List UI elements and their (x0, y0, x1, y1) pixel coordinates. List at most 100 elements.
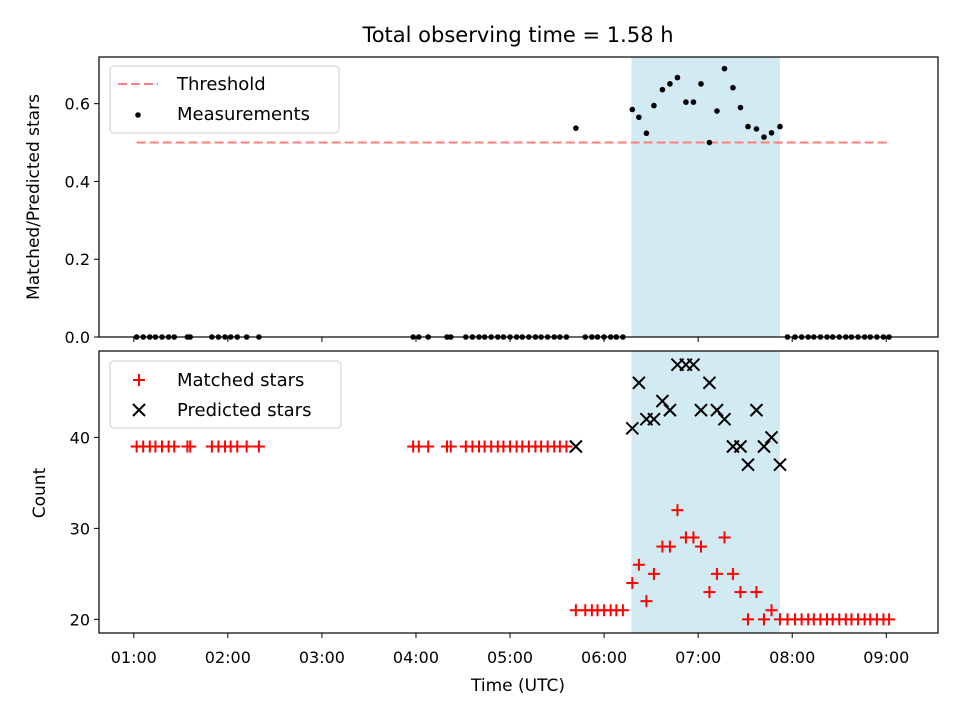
predicted-star-point (773, 458, 787, 472)
measurement-point (753, 126, 760, 132)
bottom-panel: 20 30 40 01:00 02:00 03:00 04:00 05:00 06:00 07:… (30, 350, 939, 667)
matched-star-point (252, 440, 265, 453)
top-legend: Threshold Measurements (109, 65, 340, 134)
predicted-star-point (663, 403, 677, 417)
measurement-point (636, 114, 642, 121)
matched-star-point (757, 613, 770, 626)
legend-threshold-label: Threshold (176, 74, 266, 95)
measurement-point (667, 81, 673, 87)
top-legend-box (109, 65, 340, 134)
y-tick-label: 0.6 (65, 95, 90, 114)
matched-star-point (184, 440, 197, 453)
x-tick-label: 08:00 (769, 648, 815, 667)
y-tick-label: 0.0 (65, 328, 90, 347)
measurement-point (761, 134, 767, 140)
matched-star-point (647, 567, 660, 580)
predicted-star-point (717, 412, 732, 426)
matched-star-point (168, 440, 181, 453)
matched-star-point (734, 586, 747, 599)
y-tick-label: 40 (70, 428, 90, 447)
predicted-star-point (710, 403, 724, 417)
legend-predicted-swatch (132, 403, 146, 417)
y-tick-label: 30 (70, 519, 90, 538)
matched-stars-points (130, 440, 896, 626)
matched-star-point (616, 604, 629, 617)
top-y-ticks: 0.0 0.2 0.4 0.6 (65, 95, 99, 347)
matched-star-point (240, 440, 253, 453)
measurement-point (573, 125, 579, 131)
x-tick-label: 02:00 (205, 648, 251, 667)
predicted-star-point (757, 439, 771, 454)
measurement-point (706, 139, 713, 146)
matched-star-point (694, 540, 707, 553)
x-axis-label: Time (UTC) (470, 676, 565, 696)
predicted-star-point (625, 421, 640, 436)
measurement-point (690, 99, 697, 105)
legend-matched-swatch (133, 374, 145, 386)
x-tick-label: 06:00 (581, 648, 627, 667)
bottom-y-axis-label: Count (30, 467, 50, 518)
top-panel: 0.0 0.2 0.4 0.6 Matched/Predicted stars Thr… (24, 56, 939, 347)
measurement-point (651, 102, 657, 109)
matched-star-point (883, 613, 896, 626)
matched-star-point (742, 613, 755, 626)
predicted-star-point (632, 376, 646, 390)
bottom-legend-box (109, 360, 342, 429)
x-tick-label: 07:00 (675, 648, 721, 667)
measurement-point (674, 74, 681, 81)
measurement-point (629, 106, 636, 113)
top-y-axis-label: Matched/Predicted stars (24, 94, 44, 300)
top-axes-frame (98, 56, 939, 338)
matched-star-point (663, 540, 676, 553)
chart-title: Total observing time = 1.58 h (361, 23, 673, 47)
matched-star-point (765, 604, 778, 617)
x-tick-label: 01:00 (111, 648, 157, 667)
x-tick-label: 09:00 (863, 648, 909, 667)
bottom-y-ticks: 20 30 40 (70, 428, 99, 629)
predicted-star-point (694, 403, 708, 417)
measurement-point (777, 123, 783, 130)
measurement-point (721, 65, 728, 72)
matched-star-point (687, 531, 700, 544)
x-tick-label: 05:00 (487, 648, 533, 667)
measurement-point (737, 104, 744, 111)
matched-star-point (640, 595, 653, 608)
matched-star-point (718, 531, 731, 544)
matched-star-point (444, 440, 457, 453)
measurement-point (730, 84, 736, 91)
matched-star-point (632, 558, 645, 571)
legend-measurements-label: Measurements (177, 104, 310, 125)
matched-star-point (710, 567, 723, 580)
measurement-point (683, 99, 689, 105)
x-tick-label: 03:00 (299, 648, 345, 667)
matched-star-point (422, 440, 435, 453)
measurement-point (768, 130, 775, 136)
matched-star-point (626, 576, 639, 589)
top-highlight-span (631, 57, 780, 337)
y-tick-label: 20 (70, 610, 90, 629)
predicted-star-point (702, 376, 717, 390)
measurement-point (659, 86, 666, 93)
predicted-star-point (686, 357, 701, 372)
matched-star-point (726, 567, 739, 580)
legend-predicted-label: Predicted stars (177, 400, 311, 421)
measurement-point (698, 81, 704, 87)
y-tick-label: 0.2 (65, 250, 90, 269)
bottom-highlight-span (631, 351, 780, 633)
measurement-point (714, 108, 720, 114)
predicted-star-point (569, 439, 583, 454)
matched-star-point (560, 440, 573, 453)
measurement-point (745, 123, 751, 130)
predicted-star-point (764, 430, 779, 445)
matched-star-point (671, 504, 684, 517)
bottom-axes-frame (98, 350, 939, 634)
predicted-star-point (741, 458, 755, 472)
matched-star-point (703, 586, 716, 599)
legend-matched-label: Matched stars (177, 370, 304, 391)
bottom-legend: Matched stars Predicted stars (109, 360, 342, 429)
y-tick-label: 0.4 (65, 172, 90, 191)
predicted-star-point (749, 403, 764, 417)
matched-star-point (750, 586, 763, 599)
x-tick-label: 04:00 (393, 648, 439, 667)
